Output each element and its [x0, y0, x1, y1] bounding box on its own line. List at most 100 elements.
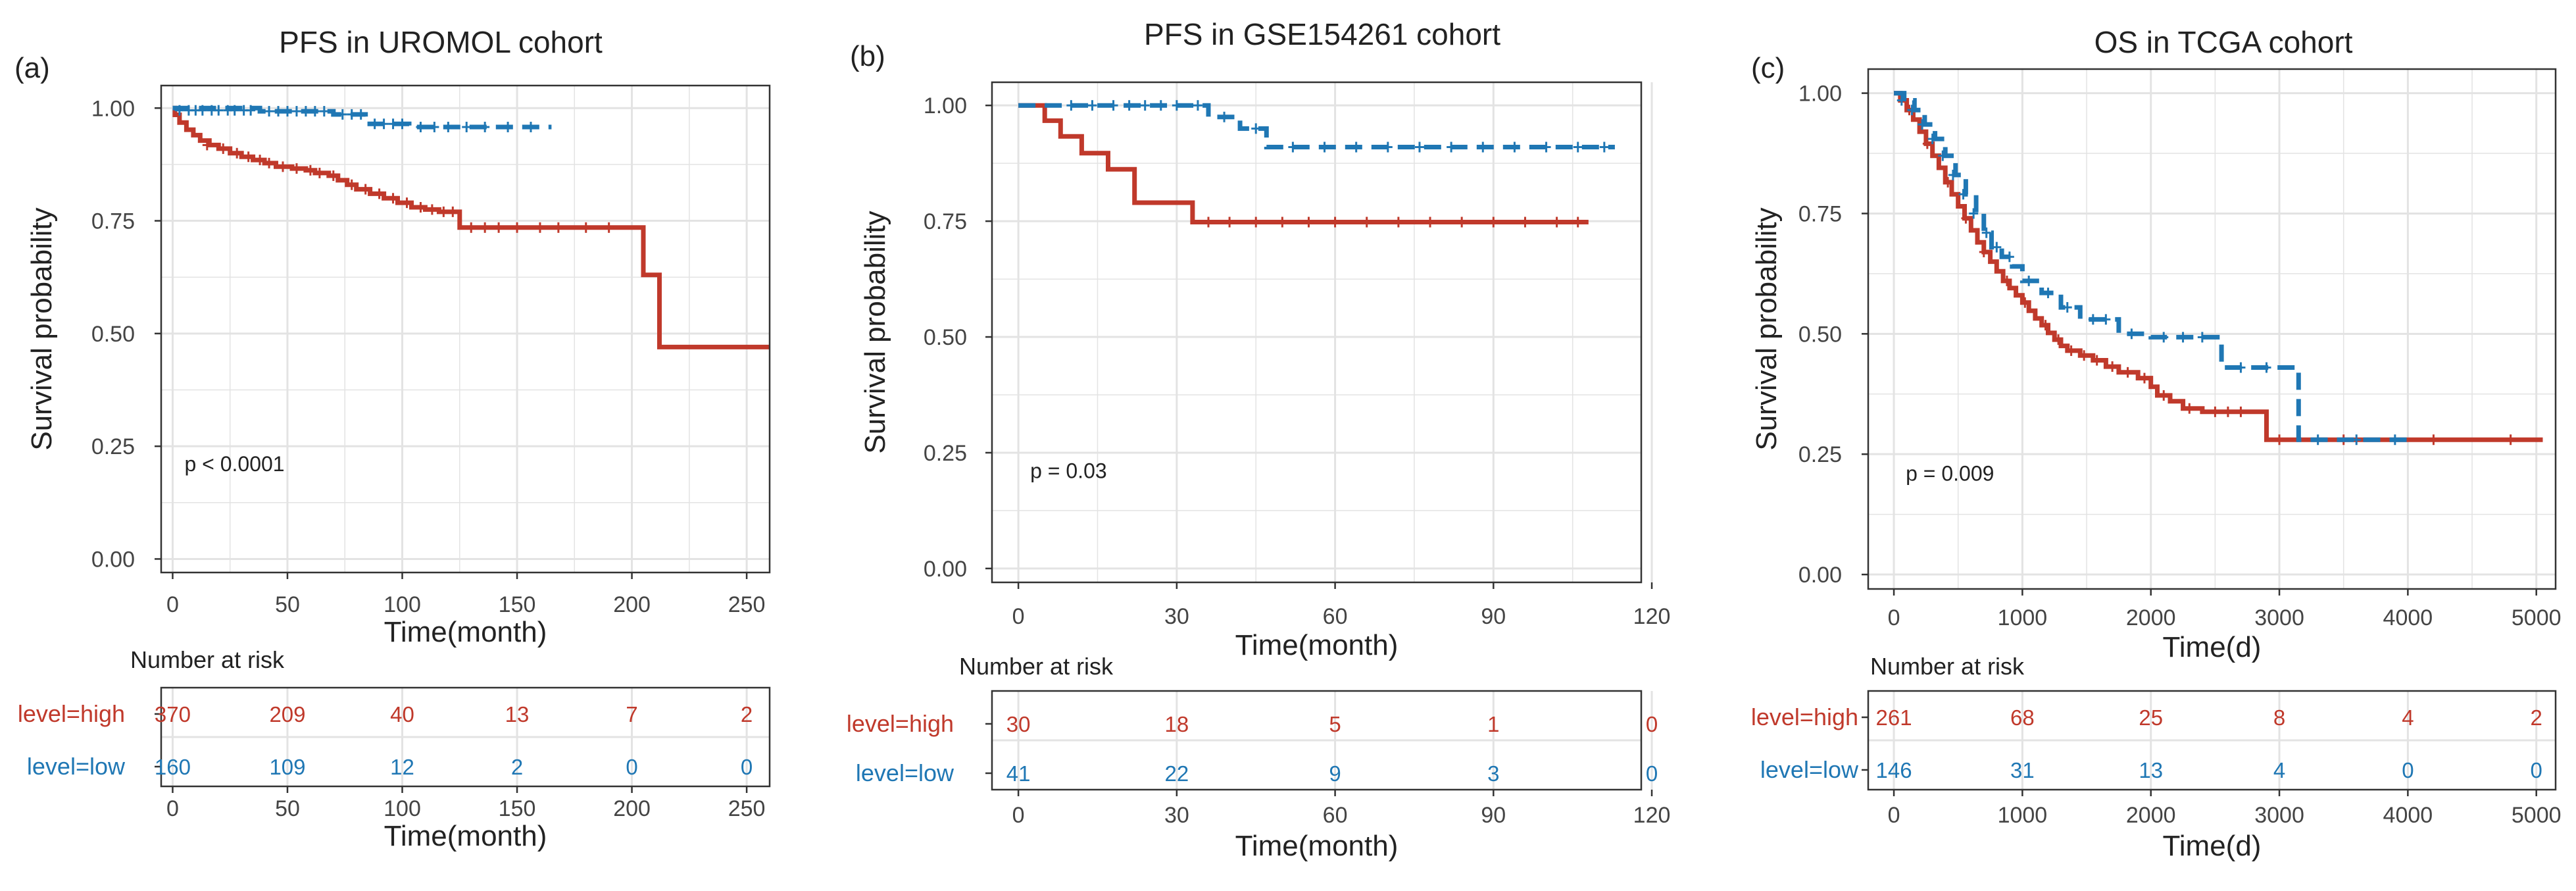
x-axis-title: Time(month)	[1235, 629, 1399, 661]
x-tick-label: 5000	[2512, 605, 2562, 630]
risk-count: 109	[269, 755, 305, 779]
risk-count: 25	[2139, 705, 2163, 730]
y-tick-label: 0.00	[924, 557, 967, 582]
risk-x-tick-label: 0	[1012, 803, 1025, 828]
risk-x-tick-label: 250	[728, 796, 766, 821]
risk-x-tick-label: 60	[1323, 803, 1348, 828]
risk-row-label: level=high	[847, 710, 954, 737]
x-tick-label: 3000	[2254, 605, 2304, 630]
y-tick-label: 1.00	[91, 96, 135, 121]
y-tick-label: 0.25	[91, 434, 135, 459]
y-tick-label: 0.00	[1798, 563, 1842, 588]
risk-count: 261	[1876, 705, 1912, 730]
chart-title: PFS in GSE154261 cohort	[1144, 17, 1500, 51]
y-tick-label: 0.50	[91, 322, 135, 347]
risk-count: 0	[626, 755, 637, 779]
plot-frame	[991, 81, 1643, 584]
risk-table-frame	[1867, 690, 2557, 791]
x-tick-label: 120	[1633, 604, 1671, 629]
y-axis-title: Survival probability	[26, 207, 58, 450]
risk-count: 0	[1646, 712, 1658, 736]
risk-x-axis-title: Time(month)	[1235, 830, 1399, 862]
risk-count: 209	[269, 702, 305, 726]
risk-x-tick-label: 90	[1481, 803, 1506, 828]
x-tick-label: 200	[613, 592, 651, 617]
risk-x-tick-label: 0	[1888, 803, 1900, 828]
risk-x-axis-title: Time(month)	[384, 820, 547, 852]
risk-count: 0	[1646, 761, 1658, 786]
risk-count: 146	[1876, 758, 1912, 782]
x-axis-title: Time(d)	[2163, 631, 2262, 663]
y-tick-label: 1.00	[1798, 82, 1842, 107]
p-value: p < 0.0001	[184, 452, 284, 476]
x-axis-title: Time(month)	[384, 616, 547, 648]
risk-row-label: level=low	[1760, 756, 1859, 783]
x-tick-label: 0	[1888, 605, 1900, 630]
chart-title: PFS in UROMOL cohort	[279, 25, 603, 59]
risk-table-header: Number at risk	[959, 653, 1114, 680]
risk-count: 4	[2402, 705, 2414, 730]
x-tick-label: 0	[1012, 604, 1025, 629]
risk-x-axis-title: Time(d)	[2163, 830, 2262, 862]
y-tick-label: 0.75	[1798, 201, 1842, 226]
risk-x-tick-label: 1000	[1998, 803, 2048, 828]
risk-count: 2	[511, 755, 523, 779]
risk-count: 2	[2531, 705, 2542, 730]
risk-count: 0	[2402, 758, 2414, 782]
risk-count: 22	[1164, 761, 1189, 786]
plot-area	[1868, 69, 2556, 589]
risk-count: 370	[155, 702, 191, 726]
risk-count: 9	[1329, 761, 1341, 786]
survival-curve-low	[172, 105, 552, 130]
survival-curve-high	[1018, 103, 1589, 224]
risk-table-frame	[991, 690, 1643, 791]
p-value: p = 0.009	[1906, 461, 1994, 485]
risk-row-label: level=high	[1751, 703, 1858, 730]
risk-count: 2	[741, 702, 753, 726]
risk-count: 18	[1164, 712, 1189, 736]
x-tick-label: 2000	[2126, 605, 2176, 630]
risk-count: 31	[2010, 758, 2035, 782]
risk-x-tick-label: 120	[1633, 803, 1671, 828]
x-tick-label: 1000	[1998, 605, 2048, 630]
y-tick-label: 0.50	[924, 325, 967, 350]
y-tick-label: 0.75	[924, 209, 967, 234]
risk-x-tick-label: 200	[613, 796, 651, 821]
y-axis-title: Survival probability	[859, 211, 891, 453]
risk-x-tick-label: 4000	[2383, 803, 2433, 828]
x-tick-label: 30	[1164, 604, 1189, 629]
plot-area	[161, 86, 770, 573]
y-tick-label: 1.00	[924, 93, 967, 118]
risk-table-header: Number at risk	[130, 646, 285, 673]
p-value: p = 0.03	[1030, 459, 1107, 483]
x-tick-label: 50	[275, 592, 300, 617]
risk-count: 30	[1006, 712, 1031, 736]
risk-count: 3	[1487, 761, 1499, 786]
plot-frame	[1867, 68, 2557, 590]
x-tick-label: 60	[1323, 604, 1348, 629]
risk-table-frame	[160, 686, 771, 788]
risk-count: 41	[1006, 761, 1031, 786]
risk-count: 4	[2273, 758, 2285, 782]
risk-row-label: level=low	[27, 753, 126, 780]
y-tick-label: 0.00	[91, 547, 135, 572]
risk-row-label: level=low	[856, 759, 954, 786]
panel-label: (b)	[850, 40, 885, 72]
risk-table-header: Number at risk	[1870, 653, 2025, 680]
x-tick-label: 90	[1481, 604, 1506, 629]
risk-count: 5	[1329, 712, 1341, 736]
x-tick-label: 4000	[2383, 605, 2433, 630]
risk-count: 160	[155, 755, 191, 779]
risk-count: 13	[2139, 758, 2163, 782]
x-tick-label: 0	[166, 592, 179, 617]
risk-count: 40	[390, 702, 414, 726]
risk-x-tick-label: 30	[1164, 803, 1189, 828]
plot-area	[992, 82, 1641, 582]
risk-count: 7	[626, 702, 637, 726]
panel-label: (c)	[1751, 52, 1785, 84]
x-tick-label: 250	[728, 592, 766, 617]
risk-x-tick-label: 100	[384, 796, 421, 821]
risk-x-tick-label: 3000	[2254, 803, 2304, 828]
y-tick-label: 0.75	[91, 209, 135, 234]
